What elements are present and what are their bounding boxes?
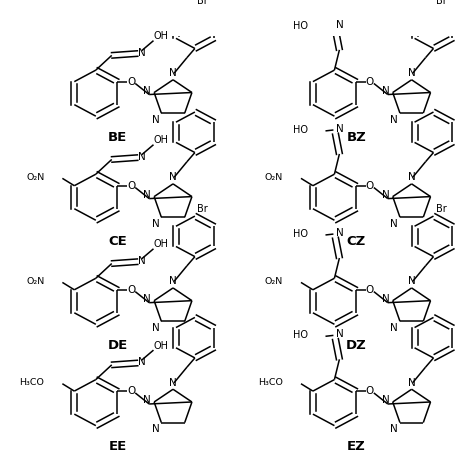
Text: N: N xyxy=(143,395,151,405)
Text: O: O xyxy=(127,77,136,87)
Text: OH: OH xyxy=(154,31,169,41)
Text: N: N xyxy=(408,173,416,182)
Text: O: O xyxy=(366,77,374,87)
Text: N: N xyxy=(152,115,159,125)
Text: OH: OH xyxy=(154,239,169,249)
Text: N: N xyxy=(382,190,390,200)
Text: CZ: CZ xyxy=(346,235,366,248)
Text: N: N xyxy=(169,68,177,78)
Text: N: N xyxy=(336,20,343,30)
Text: N: N xyxy=(382,294,390,304)
Text: H₃CO: H₃CO xyxy=(19,378,45,387)
Text: O₂N: O₂N xyxy=(26,173,45,182)
Text: Br: Br xyxy=(198,204,208,214)
Text: N: N xyxy=(382,395,390,405)
Text: N: N xyxy=(143,86,151,96)
Text: O: O xyxy=(127,181,136,191)
Text: N: N xyxy=(137,357,146,367)
Text: O₂N: O₂N xyxy=(265,277,283,286)
Text: O: O xyxy=(127,285,136,295)
Text: Br: Br xyxy=(198,0,208,6)
Text: Br: Br xyxy=(436,0,447,6)
Text: N: N xyxy=(336,124,343,134)
Text: N: N xyxy=(152,424,159,434)
Text: O₂N: O₂N xyxy=(26,277,45,286)
Text: DZ: DZ xyxy=(346,339,367,352)
Text: N: N xyxy=(408,68,416,78)
Text: O: O xyxy=(127,386,136,396)
Text: O: O xyxy=(366,181,374,191)
Text: HO: HO xyxy=(292,330,308,340)
Text: EZ: EZ xyxy=(347,440,365,453)
Text: O: O xyxy=(366,386,374,396)
Text: O₂N: O₂N xyxy=(265,173,283,182)
Text: N: N xyxy=(390,424,398,434)
Text: N: N xyxy=(408,378,416,388)
Text: N: N xyxy=(137,256,146,266)
Text: BZ: BZ xyxy=(346,131,366,144)
Text: EE: EE xyxy=(109,440,127,453)
Text: N: N xyxy=(137,152,146,162)
Text: DE: DE xyxy=(108,339,128,352)
Text: N: N xyxy=(390,323,398,333)
Text: N: N xyxy=(390,219,398,228)
Text: N: N xyxy=(382,86,390,96)
Text: N: N xyxy=(169,173,177,182)
Text: N: N xyxy=(336,329,343,339)
Text: BE: BE xyxy=(108,131,128,144)
Text: HO: HO xyxy=(292,21,308,31)
Text: N: N xyxy=(169,378,177,388)
Text: N: N xyxy=(169,276,177,286)
Text: N: N xyxy=(137,47,146,58)
Text: N: N xyxy=(152,219,159,228)
Text: CE: CE xyxy=(109,235,127,248)
Text: N: N xyxy=(143,294,151,304)
Text: O: O xyxy=(366,285,374,295)
Text: N: N xyxy=(336,228,343,238)
Text: HO: HO xyxy=(292,125,308,135)
Text: N: N xyxy=(390,115,398,125)
Text: N: N xyxy=(408,276,416,286)
Text: OH: OH xyxy=(154,340,169,350)
Text: N: N xyxy=(152,323,159,333)
Text: Br: Br xyxy=(436,204,447,214)
Text: HO: HO xyxy=(292,229,308,239)
Text: H₃CO: H₃CO xyxy=(258,378,283,387)
Text: N: N xyxy=(143,190,151,200)
Text: OH: OH xyxy=(154,135,169,145)
